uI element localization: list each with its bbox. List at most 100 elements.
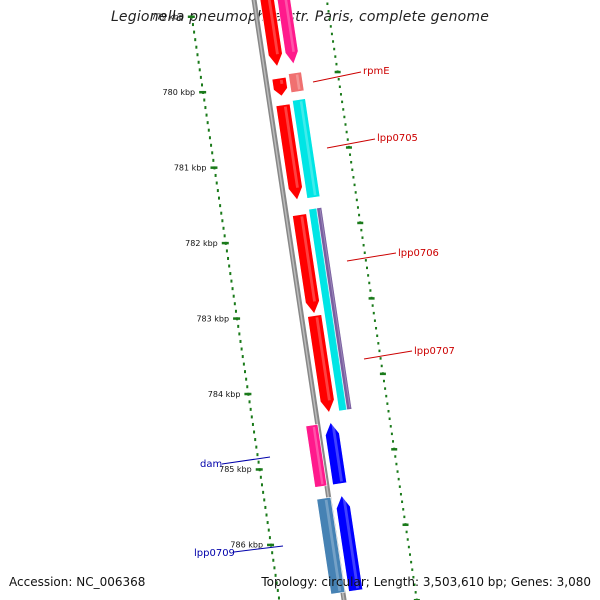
gene-label-rpme: rpmE: [363, 66, 390, 77]
outer-minor-tick: [398, 485, 401, 488]
scale-minor-tick: [227, 256, 230, 260]
outer-minor-tick: [379, 357, 382, 360]
outer-minor-tick: [386, 402, 389, 405]
scale-minor-tick: [244, 370, 247, 374]
map-title: Legionella pneumophila str. Paris, compl…: [110, 9, 490, 25]
outer-minor-tick: [326, 2, 329, 6]
scale-major-tick: [244, 392, 252, 396]
outer-minor-tick: [372, 311, 375, 315]
scale-tick-label: 779 kbp: [151, 13, 184, 22]
scale-minor-tick: [221, 219, 224, 223]
scale-minor-tick: [257, 460, 260, 464]
cds-feature-rpmE: [271, 76, 288, 97]
outer-minor-tick: [355, 198, 358, 202]
gene-feature-dam: [305, 423, 328, 488]
scale-minor-tick: [222, 226, 225, 230]
scale-minor-tick: [208, 136, 211, 140]
outer-minor-tick: [356, 206, 359, 209]
scale-minor-tick: [256, 453, 259, 457]
scale-minor-tick: [245, 377, 248, 381]
gene-label-lpp0705: lpp0705: [377, 133, 418, 144]
trna-feature-lpp0706: [316, 207, 353, 411]
scale-minor-tick: [199, 75, 202, 79]
trna-feature-lpp0706-sheen: [319, 209, 351, 408]
outer-minor-tick: [352, 176, 355, 179]
scale-tick-label: 782 kbp: [185, 239, 218, 248]
scale-minor-tick: [265, 513, 268, 517]
cds-feature-lpp0706: [292, 213, 320, 315]
outer-minor-tick: [411, 568, 414, 571]
outer-minor-tick: [350, 160, 353, 164]
cds-feature-lpp0709-sheen: [342, 497, 359, 589]
scale-minor-tick: [191, 23, 194, 27]
outer-minor-tick: [366, 266, 369, 270]
scale-major-tick: [187, 15, 195, 19]
scale-minor-tick: [234, 309, 237, 313]
outer-minor-tick: [332, 40, 335, 43]
outer-major-tick: [334, 70, 341, 74]
scale-minor-tick: [255, 445, 258, 449]
gene-label-leader: [221, 456, 271, 465]
scale-minor-tick: [238, 332, 241, 336]
scale-minor-tick: [195, 45, 198, 49]
outer-minor-tick: [335, 62, 338, 66]
outer-minor-tick: [334, 55, 337, 58]
gene-feature-rpmE-sheen: [295, 74, 301, 90]
scale-major-tick: [210, 166, 218, 169]
outer-minor-tick: [390, 432, 393, 436]
outer-minor-tick: [384, 387, 387, 390]
scale-minor-tick: [230, 279, 233, 283]
scale-minor-tick: [251, 422, 254, 426]
scale-minor-tick: [233, 302, 236, 306]
scale-tick-label: 781 kbp: [174, 163, 207, 172]
scale-minor-tick: [259, 475, 262, 479]
scale-tick-label: 783 kbp: [196, 314, 229, 323]
outer-minor-tick: [397, 477, 400, 481]
gene-label-leader: [346, 252, 397, 262]
scale-major-tick: [199, 90, 207, 94]
gene-feature-rpmE: [288, 71, 305, 93]
outer-minor-tick: [375, 326, 378, 330]
scale-minor-tick: [219, 204, 222, 208]
scale-minor-tick: [253, 430, 256, 434]
outer-minor-tick: [403, 515, 406, 519]
outer-minor-tick: [399, 492, 402, 496]
gene-label-leader: [326, 138, 376, 149]
scale-minor-tick: [229, 272, 232, 276]
outer-minor-tick: [380, 364, 383, 368]
scale-minor-tick: [237, 324, 240, 328]
cds-feature-lpp0706-sheen: [300, 216, 316, 302]
outer-minor-tick: [346, 138, 349, 141]
outer-minor-tick: [360, 228, 363, 232]
gene-label-leader: [363, 350, 413, 360]
outer-minor-tick: [378, 349, 381, 353]
outer-minor-tick: [329, 25, 332, 28]
scale-minor-tick: [232, 294, 235, 298]
outer-minor-tick: [377, 342, 380, 345]
outer-minor-tick: [413, 583, 416, 587]
scale-minor-tick: [242, 362, 245, 366]
scale-minor-tick: [248, 400, 251, 404]
gene-feature-lpp0709-sheen: [324, 499, 342, 592]
scale-minor-tick: [231, 287, 234, 291]
scale-minor-tick: [223, 234, 226, 238]
outer-minor-tick: [406, 538, 409, 541]
outer-minor-tick: [385, 394, 388, 398]
outer-minor-tick: [408, 553, 411, 556]
scale-minor-tick: [273, 566, 276, 570]
gene-label-leader: [312, 71, 362, 83]
outer-minor-tick: [368, 281, 371, 285]
scale-minor-tick: [263, 498, 266, 502]
scale-major-tick: [255, 468, 263, 471]
outer-minor-tick: [402, 508, 405, 511]
cds-feature: [259, 0, 283, 67]
scale-minor-tick: [193, 30, 196, 34]
outer-minor-tick: [394, 455, 397, 458]
outer-minor-tick: [341, 100, 344, 104]
outer-minor-tick: [361, 236, 364, 239]
rrna-feature-lpp0705-sheen: [299, 101, 317, 196]
outer-minor-tick: [349, 153, 352, 156]
scale-minor-tick: [201, 83, 204, 87]
scale-minor-tick: [277, 596, 280, 600]
